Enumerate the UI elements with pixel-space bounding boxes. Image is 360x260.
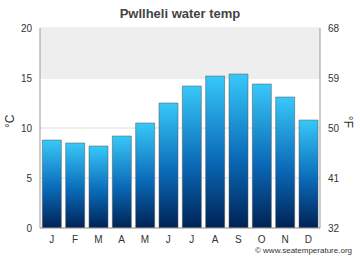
svg-text:10: 10: [21, 123, 33, 134]
svg-text:5: 5: [26, 173, 32, 184]
html-text:Pwllheli water temp: Pwllheli water temp: [119, 6, 241, 21]
svg-text:N: N: [281, 234, 288, 245]
svg-text:J: J: [166, 234, 171, 245]
svg-text:59: 59: [328, 73, 340, 84]
svg-text:0: 0: [26, 223, 32, 234]
svg-text:A: A: [212, 234, 219, 245]
svg-text:M: M: [94, 234, 102, 245]
svg-text:50: 50: [328, 123, 340, 134]
svg-text:S: S: [235, 234, 242, 245]
svg-text:J: J: [49, 234, 54, 245]
svg-text:20: 20: [21, 23, 33, 34]
svg-text:O: O: [258, 234, 266, 245]
svg-text:F: F: [72, 234, 78, 245]
svg-text:68: 68: [328, 23, 340, 34]
svg-text:A: A: [118, 234, 125, 245]
svg-text:°C: °C: [8, 114, 17, 128]
svg-text:J: J: [189, 234, 194, 245]
svg-text:15: 15: [21, 73, 33, 84]
svg-text:41: 41: [328, 173, 340, 184]
html-text:© www.seatemperature.org: © www.seatemperature.org: [255, 246, 352, 255]
svg-text:°F: °F: [341, 116, 352, 128]
svg-text:M: M: [141, 234, 149, 245]
svg-text:32: 32: [328, 223, 340, 234]
svg-text:D: D: [305, 234, 312, 245]
